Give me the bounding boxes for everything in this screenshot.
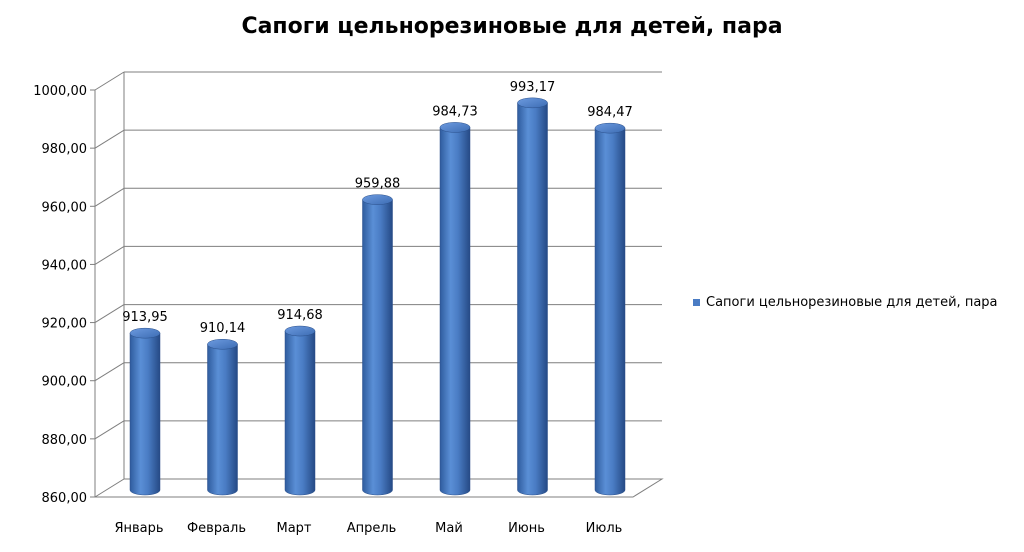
bar-top xyxy=(129,327,161,339)
bar xyxy=(207,338,238,496)
y-tick-label: 920,00 xyxy=(42,317,88,332)
x-tick-label: Июнь xyxy=(508,521,545,536)
gridline-diag xyxy=(94,71,125,91)
bar-top xyxy=(517,97,548,109)
bar xyxy=(284,325,316,496)
y-tick-label: 940,00 xyxy=(42,258,88,273)
chart-title: Сапоги цельнорезиновые для детей, пара xyxy=(241,14,783,39)
legend-label: Сапоги цельнорезиновые для детей, пара xyxy=(706,295,998,310)
x-tick-label: Апрель xyxy=(347,521,397,536)
bar-top xyxy=(439,122,471,133)
bar xyxy=(362,194,393,496)
data-label: 984,73 xyxy=(432,104,478,119)
bar-top xyxy=(594,122,626,134)
y-tick-label: 960,00 xyxy=(42,200,88,215)
gridline-diag xyxy=(94,129,125,149)
bar-body xyxy=(207,343,238,496)
bar-body xyxy=(439,127,471,496)
data-label: 993,17 xyxy=(510,80,556,95)
x-tick-label: Март xyxy=(276,521,311,536)
y-tick-label: 1000,00 xyxy=(33,84,87,99)
y-tick-label: 980,00 xyxy=(42,142,88,157)
gridline-diag xyxy=(94,420,125,440)
bar xyxy=(129,327,161,496)
data-label: 913,95 xyxy=(122,310,168,325)
gridline-diag xyxy=(94,362,125,382)
x-tick-label: Июль xyxy=(586,521,623,536)
bar-body xyxy=(284,330,316,496)
bar-body xyxy=(594,127,626,496)
gridline-diag xyxy=(94,246,125,265)
gridline-diag xyxy=(94,304,125,323)
data-label: 984,47 xyxy=(587,105,633,120)
bar xyxy=(517,97,548,496)
data-label: 914,68 xyxy=(277,308,323,323)
bar-body xyxy=(129,332,161,496)
bar-top xyxy=(284,325,316,337)
bar xyxy=(594,122,626,496)
x-tick-label: Февраль xyxy=(187,521,246,536)
bar xyxy=(439,122,471,496)
bar-body xyxy=(517,102,548,496)
x-tick-label: Январь xyxy=(114,521,163,536)
bar-top xyxy=(362,194,393,205)
y-tick-label: 900,00 xyxy=(42,375,88,390)
legend: Сапоги цельнорезиновые для детей, пара xyxy=(693,295,998,310)
y-tick-label: 880,00 xyxy=(42,433,88,448)
gridline-diag xyxy=(94,187,125,207)
legend-swatch xyxy=(693,299,700,306)
x-tick-label: Май xyxy=(435,521,463,536)
data-label: 910,14 xyxy=(200,321,246,336)
bar-body xyxy=(362,199,393,496)
data-label: 959,88 xyxy=(355,177,401,192)
y-tick-label: 860,00 xyxy=(42,491,88,506)
bar-top xyxy=(207,338,238,350)
floor xyxy=(94,478,664,498)
